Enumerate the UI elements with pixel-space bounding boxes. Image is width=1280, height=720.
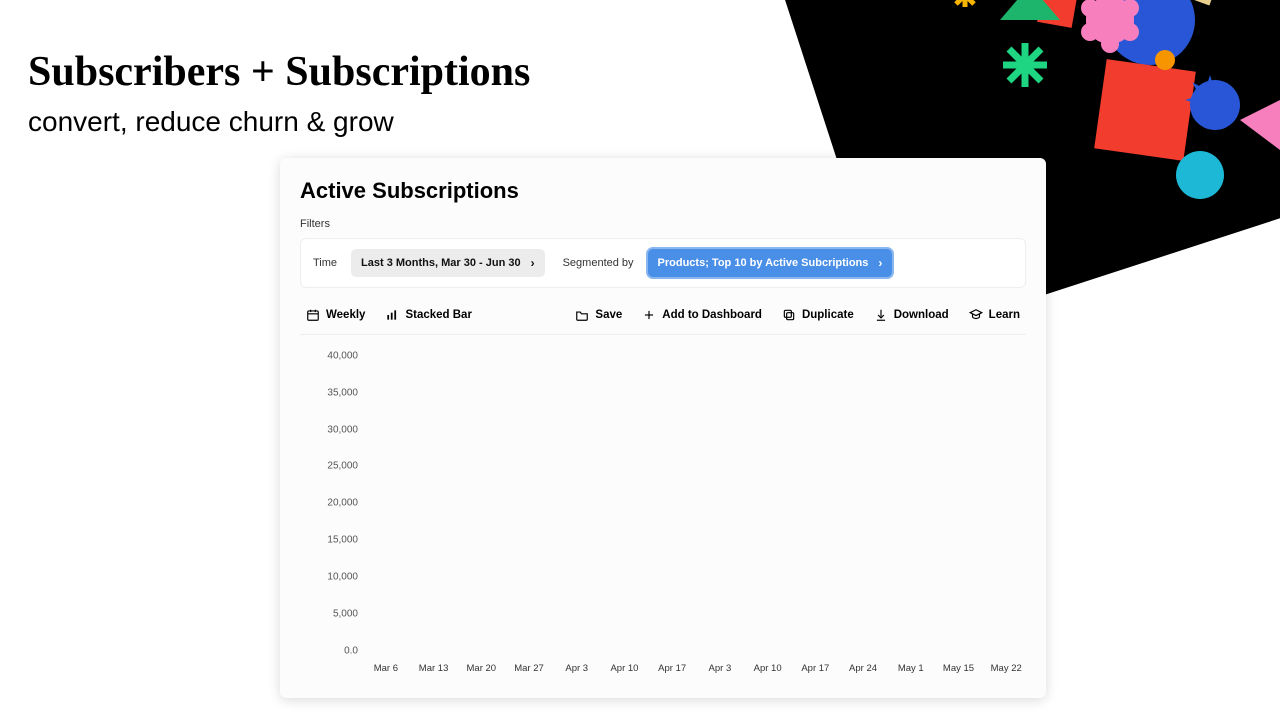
duplicate-button[interactable]: Duplicate [782, 308, 854, 322]
chart-type-label: Stacked Bar [405, 309, 471, 321]
chart-toolbar: Weekly Stacked Bar Save Add to Dashboard… [300, 302, 1026, 335]
calendar-icon [306, 308, 320, 322]
x-axis-label: May 15 [941, 657, 977, 681]
x-axis-label: Mar 13 [416, 657, 452, 681]
bar-chart-icon [385, 308, 399, 322]
interval-label: Weekly [326, 309, 365, 321]
x-axis-label: Apr 3 [702, 657, 738, 681]
time-range-value: Last 3 Months, Mar 30 - Jun 30 [361, 257, 521, 269]
x-axis: Mar 6 Mar 13 Mar 20 Mar 27 Apr 3 Apr 10 Apr 17… [368, 657, 1024, 681]
learn-button[interactable]: Learn [969, 308, 1020, 322]
dashboard-card: Active Subscriptions Filters Time Last 3… [280, 158, 1046, 698]
learn-icon [969, 308, 983, 322]
x-axis-label: Apr 10 [750, 657, 786, 681]
card-title: Active Subscriptions [300, 178, 1026, 204]
filters-label: Filters [300, 218, 1026, 230]
download-icon [874, 308, 888, 322]
x-axis-label: Mar 27 [511, 657, 547, 681]
x-axis-label: Apr 10 [607, 657, 643, 681]
x-axis-label: Apr 17 [797, 657, 833, 681]
segment-value: Products; Top 10 by Active Subcriptions [658, 257, 869, 269]
x-axis-label: May 22 [988, 657, 1024, 681]
segment-label: Segmented by [563, 257, 634, 269]
plus-icon [642, 308, 656, 322]
download-button[interactable]: Download [874, 308, 949, 322]
interval-selector[interactable]: Weekly [306, 308, 365, 322]
x-axis-label: May 1 [893, 657, 929, 681]
chevron-right-icon: › [531, 256, 535, 270]
chevron-right-icon: › [878, 256, 882, 270]
stacked-bar-chart: 0.05,00010,00015,00020,00025,00030,00035… [300, 341, 1026, 681]
time-label: Time [313, 257, 337, 269]
segment-pill[interactable]: Products; Top 10 by Active Subcriptions … [648, 249, 893, 277]
duplicate-icon [782, 308, 796, 322]
hero-title: Subscribers + Subscriptions [28, 48, 530, 96]
folder-icon [575, 308, 589, 322]
time-range-pill[interactable]: Last 3 Months, Mar 30 - Jun 30 › [351, 249, 545, 277]
plot-area [368, 347, 1024, 651]
x-axis-label: Apr 24 [845, 657, 881, 681]
filter-bar: Time Last 3 Months, Mar 30 - Jun 30 › Se… [300, 238, 1026, 288]
add-to-dashboard-button[interactable]: Add to Dashboard [642, 308, 762, 322]
chart-type-selector[interactable]: Stacked Bar [385, 308, 471, 322]
x-axis-label: Mar 20 [463, 657, 499, 681]
save-button[interactable]: Save [575, 308, 622, 322]
y-axis: 0.05,00010,00015,00020,00025,00030,00035… [300, 341, 364, 651]
hero-subtitle: convert, reduce churn & grow [28, 106, 394, 138]
x-axis-label: Apr 17 [654, 657, 690, 681]
x-axis-label: Apr 3 [559, 657, 595, 681]
x-axis-label: Mar 6 [368, 657, 404, 681]
